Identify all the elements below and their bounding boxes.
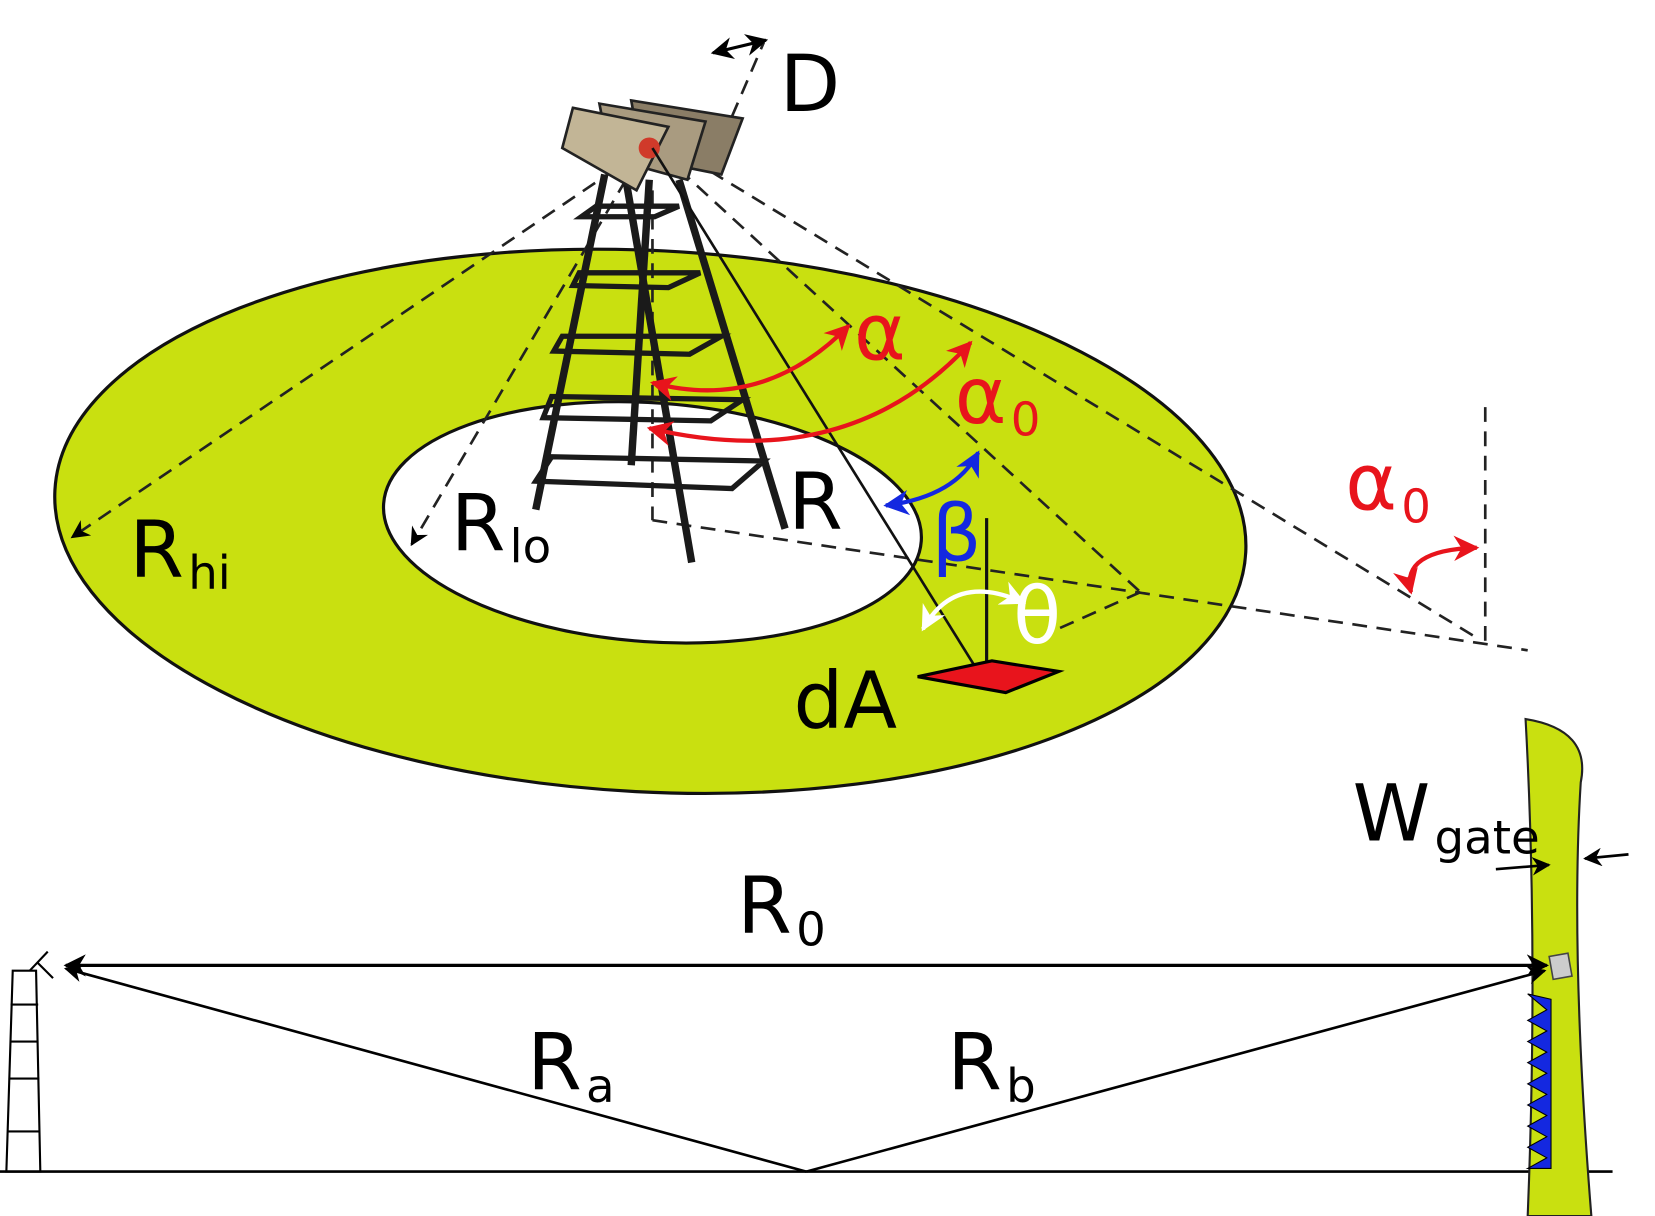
label-text: R (129, 504, 184, 595)
label-text: R (788, 457, 843, 548)
area-element (917, 659, 1065, 695)
alpha0-arc (646, 340, 973, 446)
gate-arrow-right (1583, 847, 1629, 867)
label-subscript: 0 (1401, 479, 1431, 533)
label-text: R (451, 478, 506, 569)
label-text: D (780, 39, 840, 130)
r0-label: R0 (737, 861, 825, 957)
path-b (805, 966, 1547, 1173)
r-label: R (788, 457, 843, 548)
label-subscript: gate (1435, 810, 1540, 864)
beta-arc (883, 450, 981, 516)
d-label: D (780, 39, 840, 130)
label-subscript: hi (188, 546, 231, 600)
label-text: α (955, 351, 1007, 442)
beam-lines (70, 157, 1528, 652)
radar-head (560, 98, 745, 193)
rb-label: Rb (947, 1017, 1035, 1113)
label-subscript: b (1006, 1059, 1036, 1113)
label-text: α (854, 288, 906, 379)
d-arrow (710, 34, 769, 60)
alpha-label: α (854, 288, 906, 379)
rhi-label: Rhi (129, 504, 230, 600)
path-a (63, 964, 807, 1173)
label-text: R (527, 1017, 582, 1108)
label-text: β (931, 489, 981, 580)
gate-arrow-left (1495, 857, 1551, 876)
target-clutter (1525, 993, 1552, 1169)
label-text: α (1345, 438, 1397, 529)
wgate-label: Wgate (1353, 769, 1540, 865)
rlo-label: Rlo (451, 478, 551, 574)
ra-label: Ra (527, 1017, 614, 1113)
alpha0-right-arc (1393, 535, 1480, 595)
beta-label: β (931, 489, 981, 580)
da-label: dA (794, 656, 898, 747)
target (1548, 952, 1573, 981)
theta-label: θ (1013, 571, 1061, 662)
d-guide (730, 41, 766, 117)
label-subscript: lo (510, 520, 552, 574)
label-subscript: 0 (1011, 393, 1041, 447)
label-text: θ (1013, 571, 1061, 662)
theta-arc (921, 581, 1027, 632)
label-text: R (947, 1017, 1002, 1108)
alpha0-label: α0 (955, 351, 1041, 447)
label-subscript: a (586, 1059, 615, 1113)
label-text: W (1353, 769, 1431, 860)
alpha0-right-label: α0 (1345, 438, 1431, 534)
small-tower (5, 950, 54, 1173)
label-text: R (737, 861, 792, 952)
label-text: dA (794, 656, 898, 747)
label-subscript: 0 (796, 902, 826, 956)
